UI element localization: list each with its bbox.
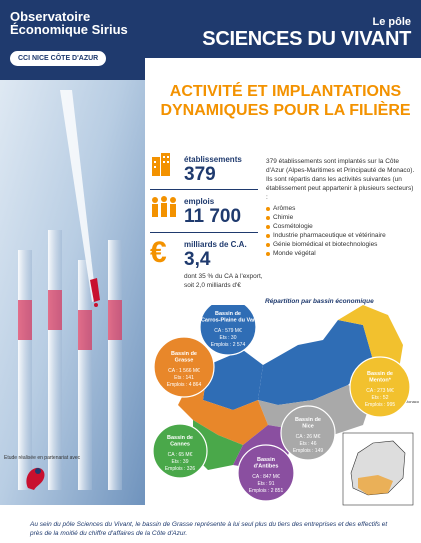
- basin-name-line: Menton*: [369, 378, 392, 384]
- bubble: [199, 305, 257, 356]
- basin-figure: Emplois : 2 574: [211, 342, 246, 348]
- map-title: Répartition par bassin économique: [265, 298, 374, 305]
- cci-logo: CCI NICE CÔTE D'AZUR: [10, 51, 107, 66]
- stat-note: dont 35 % du CA à l'export, soit 2,0 mil…: [184, 273, 263, 289]
- stat-value: 3,4: [184, 249, 211, 270]
- basin-name-line: Bassin de: [171, 351, 197, 357]
- intro: 379 établissements sont implantés sur la…: [266, 157, 416, 258]
- basin-figure: Ets : 39: [172, 459, 189, 465]
- map: * y compris la Principauté de Monaco Bas…: [152, 305, 420, 506]
- headline: ACTIVITÉ ET IMPLANTATIONS DYNAMIQUES POU…: [160, 83, 411, 119]
- header-band: [0, 0, 145, 80]
- basin-bubble: Bassin de Grasse CA : 1 566 M€Ets : 141Emp…: [153, 336, 215, 398]
- basin-figure: Ets : 91: [258, 481, 275, 487]
- basin-name-line: Carros-Plaine du Var: [201, 318, 256, 324]
- basin-name-line: Bassin de: [367, 371, 393, 377]
- basin-figure: CA : 579 M€: [214, 328, 242, 334]
- sector-item: Industrie pharmaceutique et vétérinaire: [266, 231, 416, 240]
- basin-name-line: Bassin de: [215, 311, 241, 317]
- basin-bubble: Bassin de Cannes CA : 65 M€Ets : 39Emplois…: [152, 423, 208, 479]
- basin-name: Bassin de Menton*: [367, 371, 393, 384]
- org-name: Observatoire Économique Sirius: [10, 9, 128, 37]
- building-icon: [152, 153, 170, 176]
- basin-figure: Emplois : 326: [165, 466, 196, 472]
- basin-figure: Emplois : 995: [365, 402, 396, 408]
- sector-item: Chimie: [266, 213, 416, 222]
- bubble: [280, 405, 336, 461]
- stat-label: milliards de C.A.: [184, 240, 247, 249]
- region-carros: [258, 320, 373, 405]
- separator: [150, 189, 258, 190]
- basin-name: Bassin de Carros-Plaine du Var: [201, 311, 256, 324]
- basin-figure: CA : 273 M€: [366, 388, 394, 394]
- stat-value: 379: [184, 164, 216, 185]
- basin-name-line: Cannes: [170, 442, 190, 448]
- basin-figure: Emplois : 149: [293, 448, 324, 454]
- region-carros: [203, 350, 263, 410]
- basin-figure: Emplois : 4 864: [167, 382, 202, 388]
- basin-bubble: Bassin de Carros-Plaine du Var CA : 579 M€…: [199, 305, 257, 356]
- intro-text: 379 établissements sont implantés sur la…: [266, 158, 415, 201]
- basin-figure: CA : 65 M€: [168, 452, 193, 458]
- basin-figure: Ets : 30: [220, 335, 237, 341]
- basin-name: Bassin d'Antibes: [254, 457, 279, 470]
- lab-photo: [0, 0, 145, 505]
- stat-label: établissements: [184, 155, 242, 164]
- basin-bubble: Bassin de Menton* CA : 273 M€Ets : 52Emplo…: [349, 356, 411, 418]
- partner-logo: [26, 467, 45, 490]
- bubble: [349, 356, 411, 418]
- partner-note: Etude réalisée en partenariat avec: [4, 455, 81, 461]
- sector-list: Arômes Chimie Cosmétologie Industrie pharma…: [266, 204, 416, 258]
- bubble: [152, 423, 208, 479]
- basin-name: Bassin de Nice: [295, 417, 321, 430]
- sector-item: Génie biomédical et biotechnologies: [266, 240, 416, 249]
- people-icon: [152, 196, 176, 217]
- basin-name-line: Nice: [302, 424, 314, 430]
- basin-figure: Ets : 52: [372, 395, 389, 401]
- footer: Au sein du pôle Sciences du Vivant, le b…: [30, 521, 388, 537]
- basin-bubble: Bassin d'Antibes CA : 847 M€Ets : 91Emploi…: [237, 444, 295, 502]
- basin-figure: Emplois : 2 851: [249, 488, 284, 494]
- stat-label: emplois: [184, 197, 215, 206]
- sector-item: Monde végétal: [266, 249, 416, 258]
- header-title: SCIENCES DU VIVANT: [202, 28, 411, 50]
- basin-name-line: Bassin de: [295, 417, 321, 423]
- basin-name-line: Bassin: [257, 457, 276, 463]
- basin-figure: CA : 26 M€: [296, 434, 321, 440]
- basin-name: Bassin de Cannes: [167, 435, 193, 448]
- header-kicker: Le pôle: [372, 16, 411, 28]
- basin-figure: Ets : 46: [300, 441, 317, 447]
- bubble: [153, 336, 215, 398]
- basin-figure: CA : 847 M€: [252, 474, 280, 480]
- basin-figure: Ets : 141: [174, 375, 194, 381]
- basin-figure: CA : 1 566 M€: [168, 368, 200, 374]
- separator: [150, 232, 258, 233]
- header-band: [145, 0, 421, 58]
- sector-item: Cosmétologie: [266, 222, 416, 231]
- sector-item: Arômes: [266, 204, 416, 213]
- stat-value: 11 700: [184, 206, 242, 227]
- bubble: [237, 444, 295, 502]
- basin-name: Bassin de Grasse: [171, 351, 197, 364]
- basin-name-line: d'Antibes: [254, 464, 279, 470]
- basin-name-line: Grasse: [175, 358, 194, 364]
- basin-name-line: Bassin de: [167, 435, 193, 441]
- euro-icon: €: [150, 236, 167, 269]
- inset-map: [342, 432, 414, 506]
